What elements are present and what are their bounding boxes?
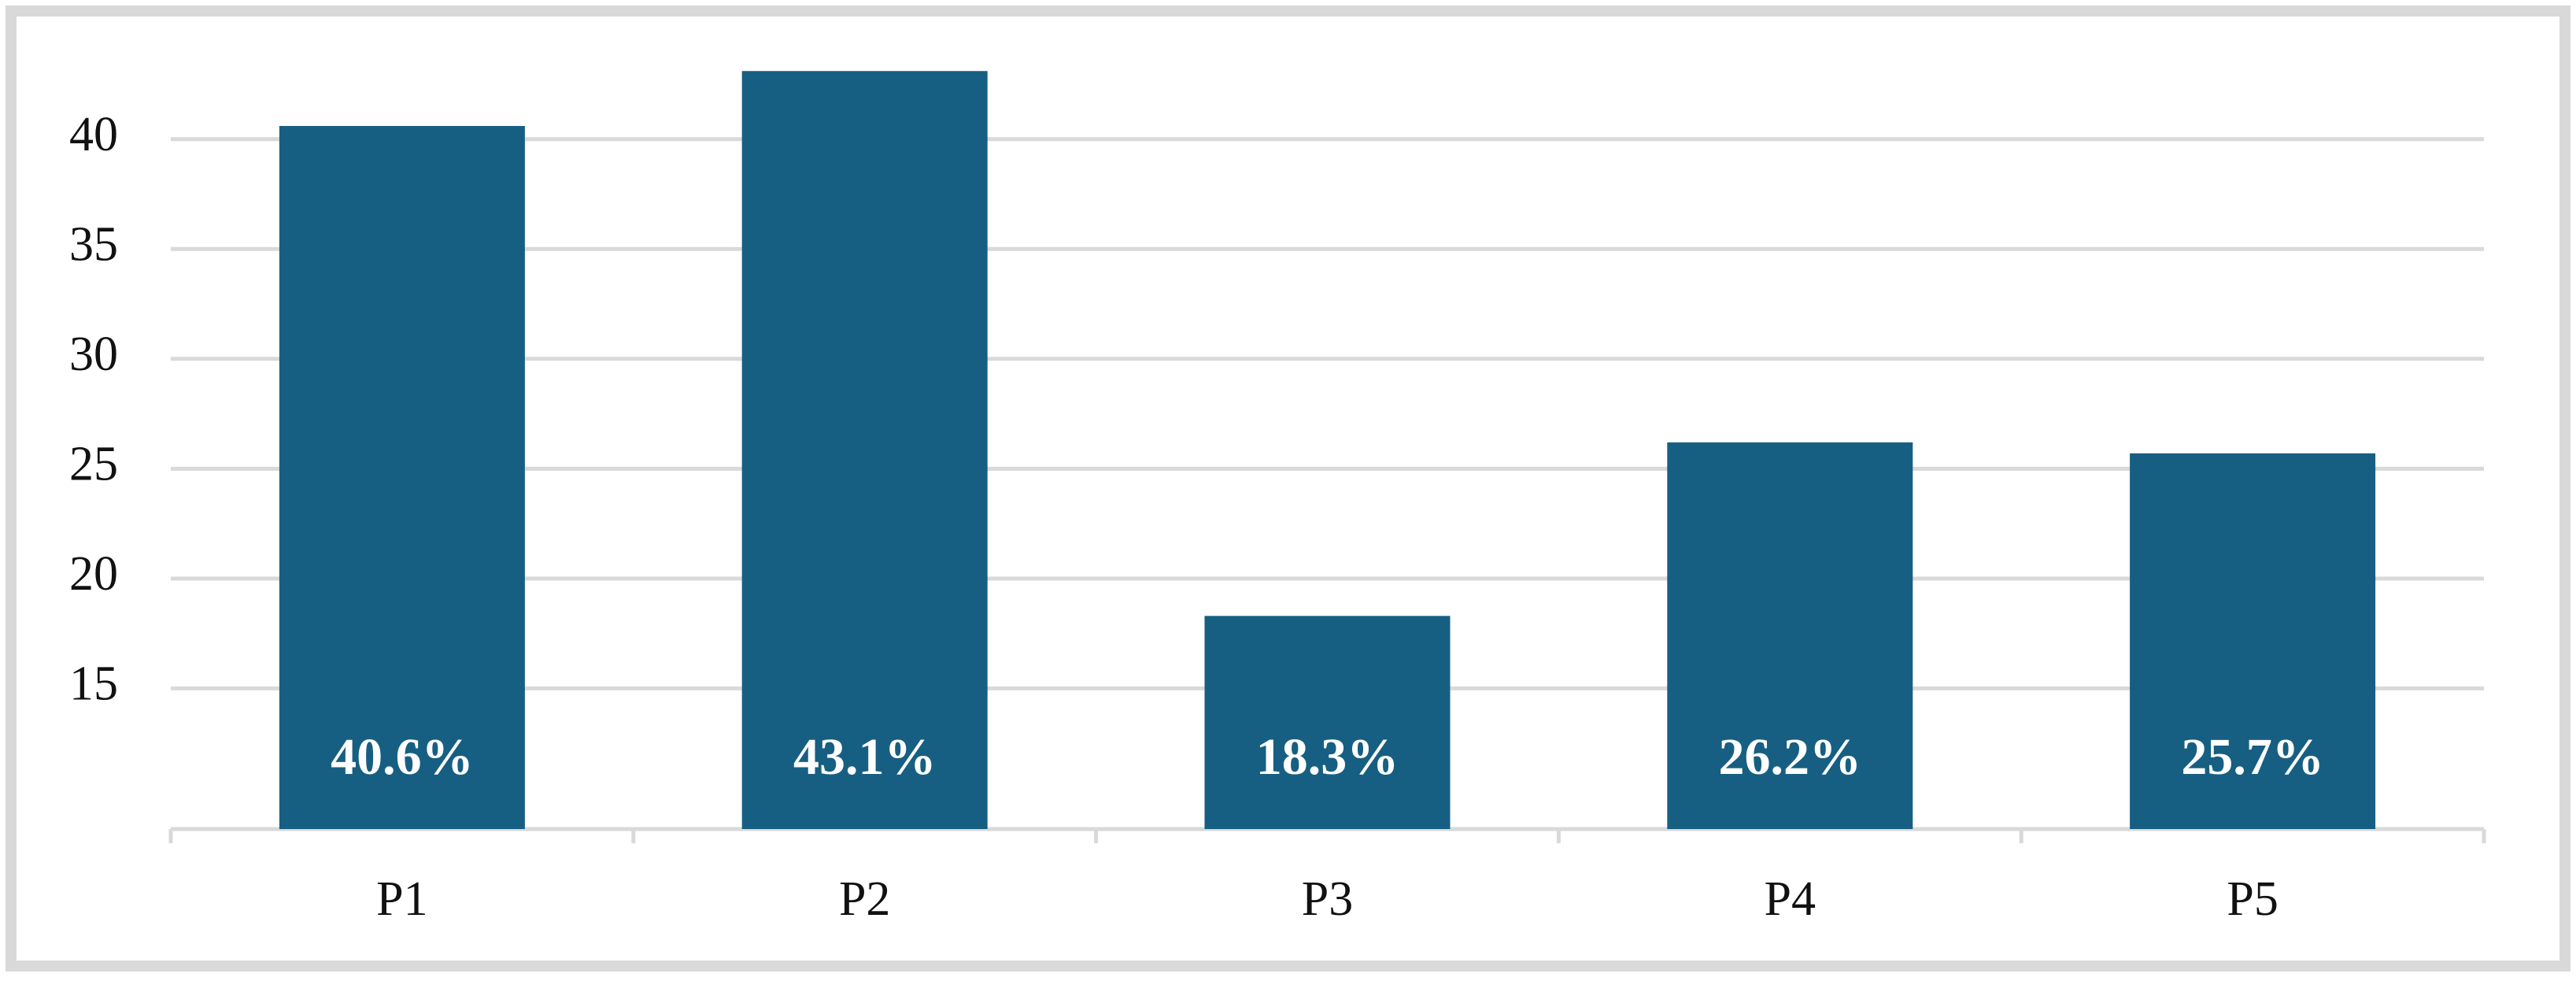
bar [741,71,988,830]
value-label: 26.2% [1719,728,1862,786]
value-label: 40.6% [331,728,474,786]
y-tick-label: 35 [69,218,118,272]
bar [279,125,525,829]
value-label: 25.7% [2181,728,2324,786]
x-tick-label: P4 [1765,872,1816,926]
value-label: 18.3% [1256,728,1399,786]
value-label: 43.1% [793,728,937,786]
y-tick-label: 15 [69,657,118,711]
x-tick-label: P5 [2227,872,2278,926]
bar [1667,442,1913,829]
y-tick-label: 30 [69,328,118,381]
x-tick-label: P1 [376,872,427,926]
x-tick-label: P3 [1302,872,1353,926]
y-tick-label: 20 [69,547,118,601]
x-tick-label: P2 [839,872,890,926]
bar [1204,616,1451,829]
bar [2130,453,2376,829]
y-tick-label: 40 [69,108,118,161]
y-tick-label: 25 [69,438,118,491]
